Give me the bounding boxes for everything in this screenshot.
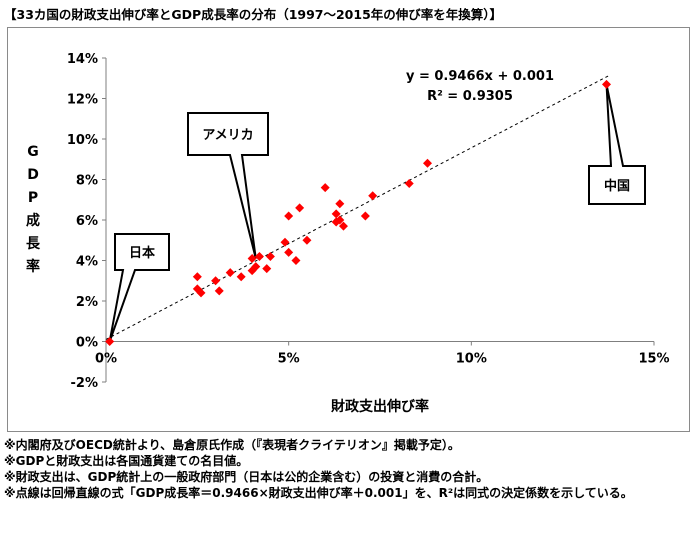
data-point xyxy=(280,237,290,247)
data-point xyxy=(320,183,330,193)
y-tick-label: 0% xyxy=(76,336,98,351)
data-point xyxy=(602,79,612,89)
y-tick-label: 14% xyxy=(67,52,98,67)
footnotes: ※内閣府及びOECD統計より、島倉原氏作成（『表現者クライテリオン』掲載予定）。… xyxy=(4,437,698,501)
data-point xyxy=(105,337,115,346)
footnote-source: ※内閣府及びOECD統計より、島倉原氏作成（『表現者クライテリオン』掲載予定）。 xyxy=(4,438,460,452)
callout-label: 中国 xyxy=(604,178,630,194)
data-point xyxy=(284,247,294,257)
scatter-chart: -2% 0% 2% 4% 6% 8% 10% 12% 14% 0% 5% 10% 15% 財政支出伸び率 G… xyxy=(26,52,670,415)
callout-label: 日本 xyxy=(129,245,155,261)
callout-label: アメリカ xyxy=(202,128,253,143)
callout-1-shape xyxy=(187,112,269,259)
chart-title: 【33カ国の財政支出伸び率とGDP成長率の分布（1997～2015年の伸び率を年… xyxy=(4,7,503,22)
data-point xyxy=(236,272,246,282)
chart-frame: -2% 0% 2% 4% 6% 8% 10% 12% 14% 0% 5% 10% 15% 財政支出伸び率 G… xyxy=(7,27,690,432)
x-tick-label: 15% xyxy=(638,352,669,367)
data-point xyxy=(251,262,261,272)
data-point xyxy=(291,256,301,265)
data-point xyxy=(404,179,414,189)
footnote-definition: ※財政支出は、GDP統計上の一般政府部門（日本は公的企業含む）の投資と消費の合計… xyxy=(4,470,489,484)
callout-0-shape xyxy=(108,233,170,342)
data-point xyxy=(262,264,272,274)
data-point xyxy=(335,215,345,225)
x-axis-title: 財政支出伸び率 xyxy=(330,398,429,415)
footnote-regression: ※点線は回帰直線の式「GDP成長率＝0.9466×財政支出伸び率＋0.001」を… xyxy=(4,486,633,500)
data-point xyxy=(302,235,312,245)
data-point xyxy=(265,251,275,261)
data-point xyxy=(338,221,348,231)
y-tick-label: 10% xyxy=(67,133,98,148)
x-tick-label: 0% xyxy=(95,352,117,367)
y-tick-label: 2% xyxy=(76,295,98,310)
data-point xyxy=(295,203,305,213)
data-point xyxy=(331,209,341,219)
data-point xyxy=(225,268,235,278)
data-point xyxy=(284,211,294,221)
callout-2-shape xyxy=(588,84,646,205)
y-tick-label: 8% xyxy=(76,174,98,189)
trendline-r2: R² = 0.9305 xyxy=(427,89,513,104)
data-point xyxy=(422,158,432,168)
y-tick-label: 12% xyxy=(67,93,98,108)
data-point xyxy=(211,276,221,286)
data-point xyxy=(254,251,264,261)
data-point xyxy=(196,288,206,298)
trendline-equation: y = 0.9466x + 0.001 xyxy=(406,69,554,84)
y-tick-label: -2% xyxy=(71,376,98,391)
data-point xyxy=(247,253,257,263)
y-axis-title: G D P 成長率 xyxy=(26,144,41,275)
data-point xyxy=(335,199,345,209)
data-point xyxy=(360,211,370,221)
data-point xyxy=(368,191,378,201)
footnote-currency: ※GDPと財政支出は各国通貨建ての名目値。 xyxy=(4,454,249,468)
x-tick-label: 10% xyxy=(456,352,487,367)
x-tick-label: 5% xyxy=(278,352,300,367)
y-tick-label: 6% xyxy=(76,214,98,229)
y-tick-label: 4% xyxy=(76,255,98,270)
data-point xyxy=(192,272,202,282)
data-point xyxy=(214,286,224,296)
trendline xyxy=(105,74,611,340)
